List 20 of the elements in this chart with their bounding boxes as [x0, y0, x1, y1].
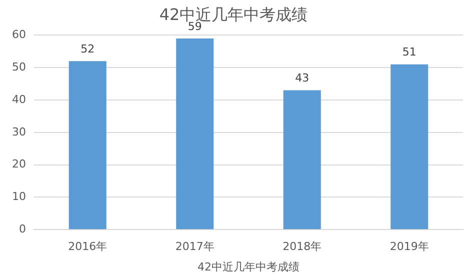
bar	[283, 90, 321, 230]
data-label: 43	[295, 72, 310, 85]
data-label: 52	[80, 42, 95, 56]
data-label: 51	[402, 46, 416, 59]
y-tick-label: 10	[12, 190, 26, 204]
data-label: 59	[188, 20, 202, 33]
x-axis-title: 42中近几年中考成绩	[198, 260, 300, 274]
bar	[68, 61, 106, 230]
y-tick-label: 20	[12, 158, 26, 171]
y-tick-label: 50	[12, 60, 26, 74]
y-tick-label: 0	[18, 222, 26, 236]
y-tick-label: 40	[12, 92, 26, 106]
x-tick-label: 2016年	[68, 240, 108, 254]
x-tick-label: 2018年	[282, 240, 322, 254]
y-tick-label: 30	[12, 125, 26, 138]
x-tick-label: 2017年	[175, 240, 214, 254]
x-tick-label: 2019年	[390, 240, 429, 254]
bar	[390, 64, 428, 230]
bar	[176, 38, 214, 230]
y-tick-label: 60	[12, 28, 26, 42]
